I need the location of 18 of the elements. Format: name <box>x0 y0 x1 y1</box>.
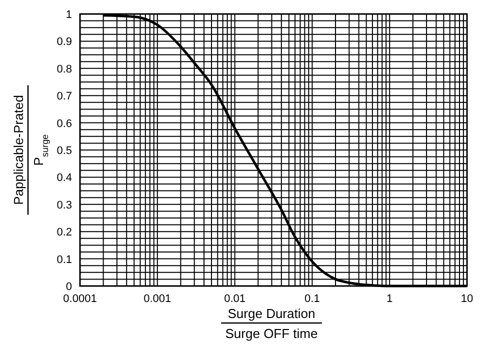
y-tick-label: 0.1 <box>56 254 72 266</box>
x-axis-title: Surge Duration Surge OFF time <box>225 306 318 341</box>
y-tick-label: 1 <box>66 9 72 21</box>
y-tick-label: 0.8 <box>56 63 72 76</box>
y-tick-label: 0.7 <box>56 90 72 103</box>
y-tick-label: 0.4 <box>56 172 72 184</box>
x-tick-label: 0.0001 <box>63 293 97 305</box>
x-tick-label: 0.01 <box>224 293 246 305</box>
y-tick-label: 0 <box>66 281 72 293</box>
x-tick-label: 0.1 <box>304 293 320 305</box>
x-tick-label: 1 <box>386 293 393 305</box>
y-tick-label: 0.9 <box>56 36 72 48</box>
y-tick-label: 0.6 <box>56 118 72 130</box>
y-tick-label: 0.3 <box>56 199 72 212</box>
x-tick-label: 10 <box>460 293 474 305</box>
y-tick-label: 0.5 <box>56 145 72 157</box>
y-tick-label: 0.2 <box>56 226 72 239</box>
x-tick-label: 0.001 <box>144 293 172 305</box>
